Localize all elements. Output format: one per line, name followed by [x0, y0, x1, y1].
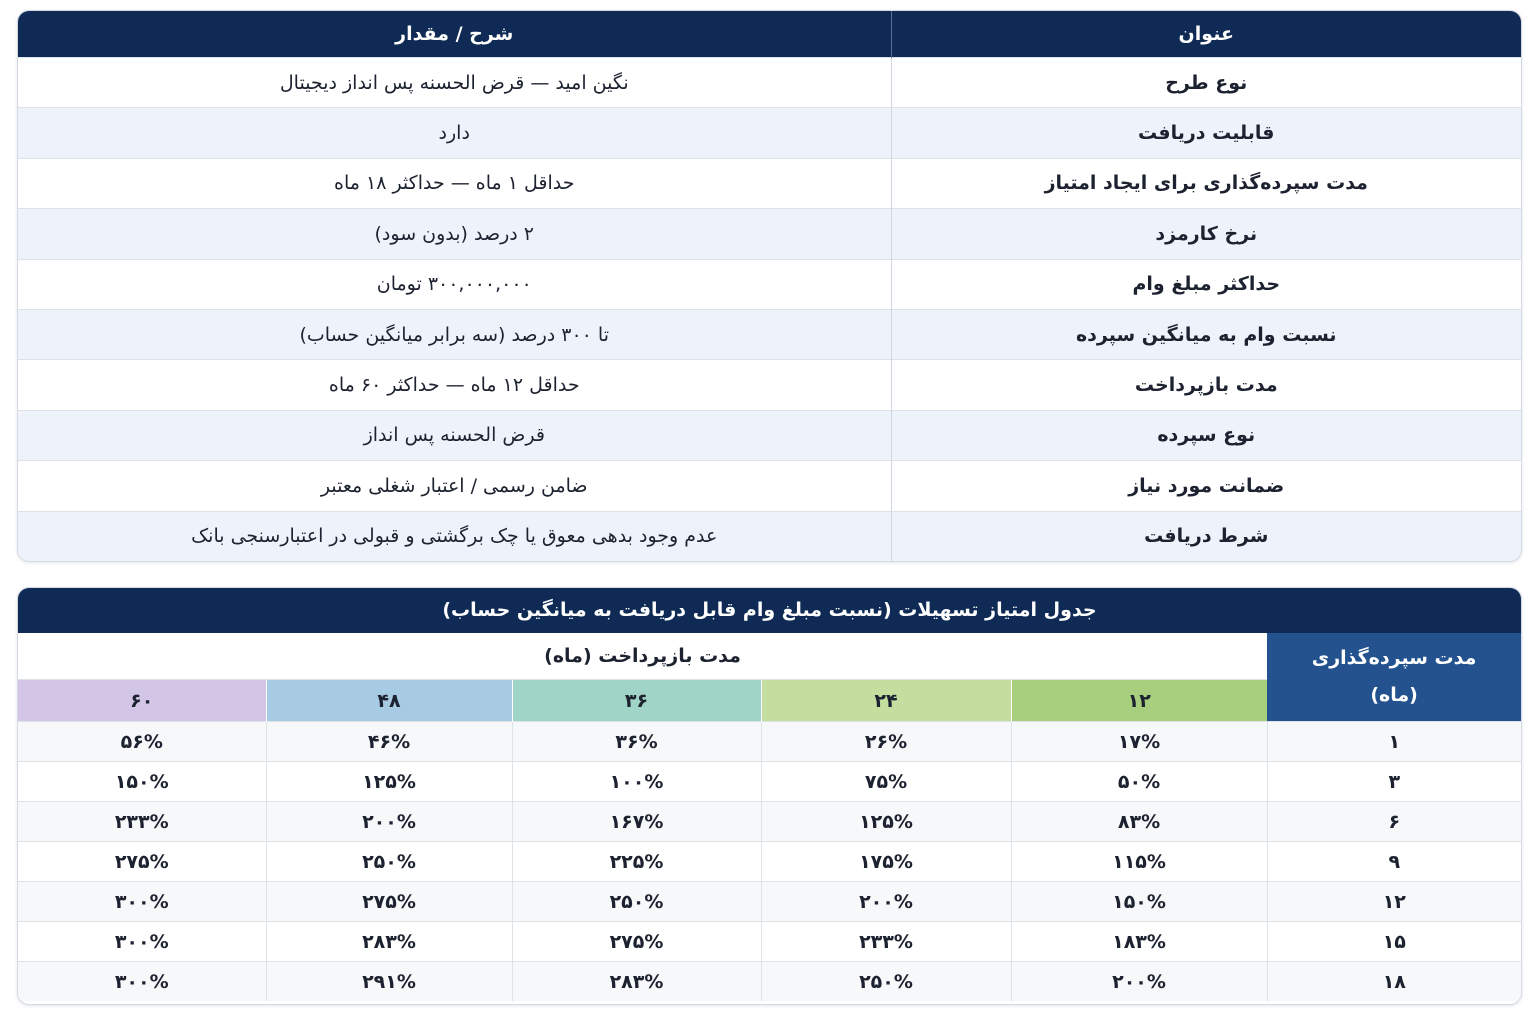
loan-score-table: مدت بازپرداخت (ماه) مدت سپرده‌گذاری (ماه…	[18, 633, 1521, 1001]
loan-detail-value: دارد	[18, 107, 892, 159]
loan-score-cell: ۱۲۵%	[760, 801, 1011, 842]
loan-detail-value: ۳۰۰,۰۰۰,۰۰۰ تومان	[18, 258, 892, 310]
loan-score-cell: ۲۵۰%	[511, 881, 761, 922]
loan-detail-label: حداکثر مبلغ وام	[891, 258, 1521, 310]
loan-score-row: ۳۰۰% ۲۹۱% ۲۸۳% ۲۵۰% ۲۰۰% ۱۸	[18, 961, 1521, 1001]
deposit-period-cell: ۱۵	[1266, 921, 1521, 962]
loan-score-cell: ۱۸۳%	[1010, 921, 1268, 962]
loan-score-card: جدول امتیاز تسهیلات (نسبت مبلغ وام قابل …	[17, 587, 1522, 1005]
loan-score-cell: ۲۸۳%	[265, 921, 512, 962]
deposit-period-header-line1: مدت سپرده‌گذاری	[1311, 647, 1477, 669]
loan-detail-value: تا ۳۰۰ درصد (سه برابر میانگین حساب)	[18, 308, 892, 360]
loan-detail-label: نوع سپرده	[891, 409, 1521, 461]
loan-score-cell: ۱۵۰%	[18, 761, 266, 802]
loan-score-title: جدول امتیاز تسهیلات (نسبت مبلغ وام قابل …	[18, 588, 1521, 633]
loan-detail-value: نگین امید — قرض الحسنه پس انداز دیجیتال	[18, 56, 892, 108]
month-header: ۳۶	[511, 679, 761, 722]
loan-score-cell: ۲۳۳%	[18, 801, 266, 842]
loan-detail-row: تا ۳۰۰ درصد (سه برابر میانگین حساب) نسبت …	[18, 308, 1521, 360]
loan-score-cell: ۳۶%	[511, 721, 761, 762]
loan-detail-value: قرض الحسنه پس انداز	[18, 409, 892, 461]
month-header: ۱۲	[1010, 679, 1268, 722]
loan-details-card: شرح / مقدار عنوان نگین امید — قرض الحسنه…	[17, 10, 1522, 562]
loan-score-cell: ۱۱۵%	[1010, 841, 1268, 882]
loan-score-cell: ۱۶۷%	[511, 801, 761, 842]
loan-score-cell: ۲۰۰%	[1010, 961, 1268, 1001]
loan-score-cell: ۲۸۳%	[511, 961, 761, 1001]
loan-score-cell: ۲۵۰%	[265, 841, 512, 882]
loan-score-cell: ۲۷۵%	[265, 881, 512, 922]
loan-score-cell: ۲۶%	[760, 721, 1011, 762]
loan-score-cell: ۱۷%	[1010, 721, 1268, 762]
loan-detail-row: عدم وجود بدهی معوق یا چک برگشتی و قبولی …	[18, 510, 1521, 561]
deposit-period-cell: ۱	[1266, 721, 1521, 762]
loan-score-cell: ۷۵%	[760, 761, 1011, 802]
loan-detail-label: ضمانت مورد نیاز	[891, 460, 1521, 512]
loan-score-row: ۳۰۰% ۲۸۳% ۲۷۵% ۲۳۳% ۱۸۳% ۱۵	[18, 921, 1521, 962]
loan-score-cell: ۲۵۰%	[760, 961, 1011, 1001]
loan-detail-row: نگین امید — قرض الحسنه پس انداز دیجیتال ن…	[18, 56, 1521, 108]
loan-score-cell: ۲۰۰%	[265, 801, 512, 842]
loan-score-cell: ۳۰۰%	[18, 921, 266, 962]
month-header: ۶۰	[18, 679, 266, 722]
loan-detail-row: قرض الحسنه پس انداز نوع سپرده	[18, 409, 1521, 461]
deposit-period-cell: ۱۲	[1266, 881, 1521, 922]
deposit-period-cell: ۶	[1266, 801, 1521, 842]
month-header: ۲۴	[760, 679, 1011, 722]
loan-detail-value: عدم وجود بدهی معوق یا چک برگشتی و قبولی …	[18, 510, 892, 561]
loan-detail-label: قابلیت دریافت	[891, 107, 1521, 159]
loan-score-cell: ۲۹۱%	[265, 961, 512, 1001]
loan-detail-value: ضامن رسمی / اعتبار شغلی معتبر	[18, 460, 892, 512]
loan-detail-label: نسبت وام به میانگین سپرده	[891, 308, 1521, 360]
loan-score-cell: ۴۶%	[265, 721, 512, 762]
loan-score-cell: ۸۳%	[1010, 801, 1268, 842]
loan-score-cell: ۳۰۰%	[18, 961, 266, 1001]
deposit-period-cell: ۹	[1266, 841, 1521, 882]
loan-detail-row: حداقل ۱۲ ماه — حداکثر ۶۰ ماه مدت بازپرداخ…	[18, 359, 1521, 411]
loan-score-cell: ۲۷۵%	[18, 841, 266, 882]
loan-detail-row: ۲ درصد (بدون سود) نرخ کارمزد	[18, 208, 1521, 260]
deposit-period-cell: ۳	[1266, 761, 1521, 802]
loan-detail-label: مدت بازپرداخت	[891, 359, 1521, 411]
loan-score-cell: ۲۳۳%	[760, 921, 1011, 962]
repayment-period-header: مدت بازپرداخت (ماه)	[18, 633, 1268, 680]
header-description: شرح / مقدار	[18, 11, 891, 58]
loan-score-row: ۲۷۵% ۲۵۰% ۲۲۵% ۱۷۵% ۱۱۵% ۹	[18, 841, 1521, 882]
loan-score-cell: ۲۰۰%	[760, 881, 1011, 922]
loan-detail-label: مدت سپرده‌گذاری برای ایجاد امتیاز	[891, 157, 1521, 209]
loan-detail-row: دارد قابلیت دریافت	[18, 107, 1521, 159]
loan-details-table: شرح / مقدار عنوان نگین امید — قرض الحسنه…	[18, 11, 1521, 561]
loan-details-header-row: شرح / مقدار عنوان	[18, 11, 1521, 58]
loan-score-cell: ۱۵۰%	[1010, 881, 1268, 922]
loan-score-cell: ۱۰۰%	[511, 761, 761, 802]
loan-score-cell: ۱۷۵%	[760, 841, 1011, 882]
loan-detail-row: ۳۰۰,۰۰۰,۰۰۰ تومان حداکثر مبلغ وام	[18, 258, 1521, 310]
header-title: عنوان	[890, 11, 1521, 58]
loan-score-row: ۵۶% ۴۶% ۳۶% ۲۶% ۱۷% ۱	[18, 721, 1521, 762]
loan-detail-label: نوع طرح	[891, 56, 1521, 108]
deposit-period-header-line2: (ماه)	[1370, 684, 1418, 706]
deposit-period-header: مدت سپرده‌گذاری (ماه)	[1267, 633, 1521, 722]
loan-score-cell: ۲۷۵%	[511, 921, 761, 962]
loan-detail-label: شرط دریافت	[891, 510, 1521, 561]
loan-score-cell: ۱۲۵%	[265, 761, 512, 802]
loan-detail-value: حداقل ۱ ماه — حداکثر ۱۸ ماه	[18, 157, 892, 209]
loan-score-row: ۳۰۰% ۲۷۵% ۲۵۰% ۲۰۰% ۱۵۰% ۱۲	[18, 881, 1521, 922]
loan-score-cell: ۵۶%	[18, 721, 266, 762]
loan-detail-value: ۲ درصد (بدون سود)	[18, 208, 892, 260]
loan-detail-row: حداقل ۱ ماه — حداکثر ۱۸ ماه مدت سپرده‌گذا…	[18, 157, 1521, 209]
loan-detail-row: ضامن رسمی / اعتبار شغلی معتبر ضمانت مورد …	[18, 460, 1521, 512]
loan-score-cell: ۲۲۵%	[511, 841, 761, 882]
loan-score-cell: ۵۰%	[1010, 761, 1268, 802]
loan-score-row: ۲۳۳% ۲۰۰% ۱۶۷% ۱۲۵% ۸۳% ۶	[18, 801, 1521, 842]
deposit-period-cell: ۱۸	[1266, 961, 1521, 1001]
loan-score-row: ۱۵۰% ۱۲۵% ۱۰۰% ۷۵% ۵۰% ۳	[18, 761, 1521, 802]
month-header: ۴۸	[265, 679, 512, 722]
loan-detail-value: حداقل ۱۲ ماه — حداکثر ۶۰ ماه	[18, 359, 892, 411]
loan-score-cell: ۳۰۰%	[18, 881, 266, 922]
loan-detail-label: نرخ کارمزد	[891, 208, 1521, 260]
